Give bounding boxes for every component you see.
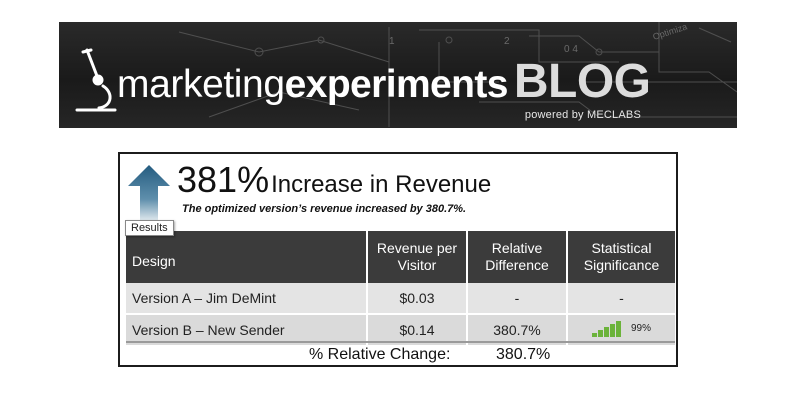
up-arrow-icon — [128, 165, 170, 222]
header-relative-line2: Difference — [485, 257, 549, 273]
relative-change-footer: % Relative Change: 380.7% — [126, 341, 675, 367]
deco-text-optimiza: Optimiza — [652, 22, 689, 42]
brand-experiments: experiments — [284, 63, 509, 106]
header-significance-line1: Statistical — [591, 239, 652, 256]
microscope-logo-icon — [75, 48, 117, 112]
significance-percent: 99% — [630, 323, 651, 334]
headline-percent: 381% — [177, 159, 270, 200]
cell-revenue: $0.14 — [367, 314, 468, 347]
header-revenue-line1: Revenue per — [376, 239, 458, 256]
blog-banner[interactable]: 0 4 Optimiza 1 2 marketingexperiments BLO… — [59, 22, 737, 128]
brand-marketing: marketing — [117, 63, 285, 106]
headline-text: Increase in Revenue — [271, 171, 492, 198]
header-revenue-line2: Visitor — [397, 257, 437, 273]
cell-revenue: $0.03 — [367, 283, 468, 315]
cell-relative: - — [467, 283, 568, 315]
results-table: Design Revenue per Visitor Relative Diff… — [126, 231, 675, 347]
deco-text-2: 2 — [504, 36, 510, 47]
headline: 381%Increase in Revenue — [177, 162, 491, 198]
table-header-row: Design Revenue per Visitor Relative Diff… — [126, 231, 675, 283]
headline-subtitle: The optimized version’s revenue increase… — [182, 203, 467, 215]
circuit-background: 0 4 Optimiza 1 2 — [178, 22, 737, 127]
header-significance: Statistical Significance — [567, 231, 675, 283]
signal-bars-icon — [591, 320, 621, 337]
relative-change-label: % Relative Change: — [309, 346, 451, 363]
powered-by: powered by MECLABS — [524, 109, 641, 121]
significance-indicator: 99% — [591, 320, 651, 337]
results-card: 381%Increase in Revenue The optimized ve… — [118, 152, 678, 367]
header-design: Design — [126, 231, 368, 283]
header-significance-line2: Significance — [583, 257, 660, 273]
table-row: Version A – Jim DeMint $0.03 - - — [126, 283, 675, 315]
deco-text-04: 0 4 — [564, 44, 578, 55]
relative-change-value: 380.7% — [496, 346, 551, 363]
deco-text-1: 1 — [389, 36, 395, 47]
results-tooltip: Results — [125, 220, 174, 236]
blog-brand: marketingexperiments BLOG — [117, 55, 651, 108]
header-relative-line1: Relative — [491, 239, 543, 256]
header-revenue: Revenue per Visitor — [367, 231, 468, 283]
cell-significance: - — [567, 283, 675, 315]
brand-blog: BLOG — [513, 55, 651, 108]
cell-design: Version A – Jim DeMint — [126, 283, 368, 315]
cell-significance: 99% — [567, 314, 675, 347]
header-relative: Relative Difference — [467, 231, 568, 283]
